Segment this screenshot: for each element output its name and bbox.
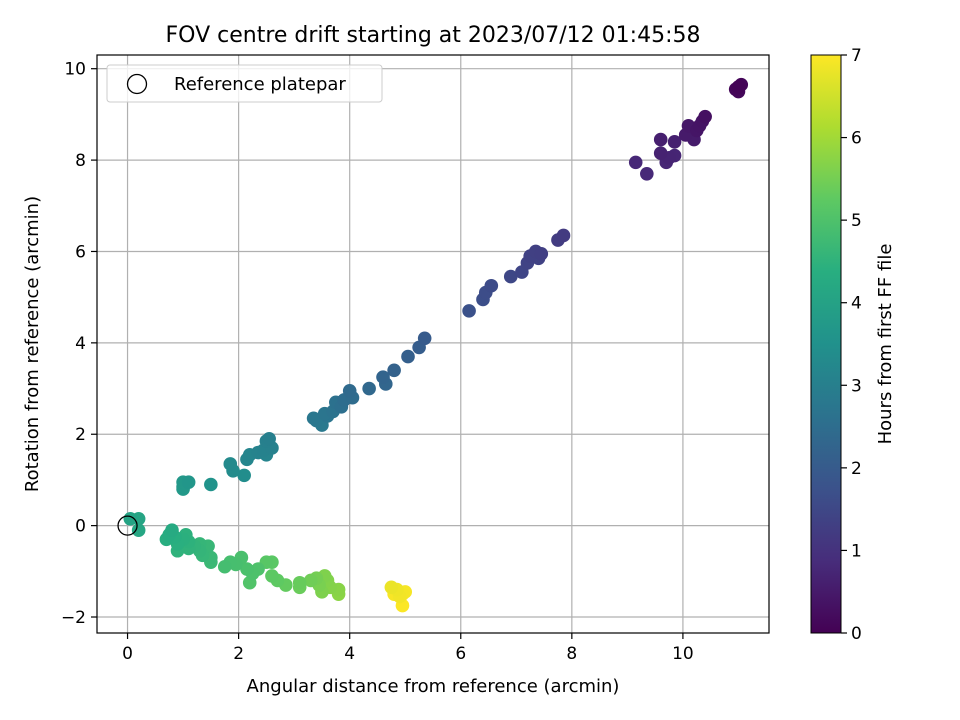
data-point	[503, 269, 518, 284]
data-point	[165, 523, 179, 537]
colorbar-tick-label: 5	[851, 211, 862, 231]
y-tick-label: −2	[61, 608, 86, 628]
y-tick-label: 2	[75, 425, 86, 445]
colorbar-tick-label: 3	[851, 376, 862, 396]
data-points	[117, 77, 749, 613]
colorbar-label: Hours from first FF file	[875, 244, 896, 445]
y-tick-label: 4	[75, 334, 86, 354]
colorbar-tick-label: 1	[851, 541, 862, 561]
data-point	[292, 575, 307, 590]
data-point	[123, 511, 138, 526]
data-point	[417, 331, 432, 346]
colorbar-tick-label: 2	[851, 459, 862, 479]
x-tick-label: 4	[344, 644, 355, 664]
data-point	[667, 135, 682, 149]
legend-entry: Reference platepar	[174, 74, 346, 95]
data-point	[556, 228, 571, 243]
colorbar-tick-label: 0	[851, 624, 862, 644]
data-point	[401, 349, 415, 364]
data-point	[653, 146, 668, 161]
data-point	[387, 363, 401, 378]
grid-lines	[97, 55, 769, 633]
y-tick-label: 8	[75, 151, 86, 171]
x-axis-ticks: 0 2 4 6 8 10	[122, 633, 694, 664]
chart-title: FOV centre drift starting at 2023/07/12 …	[166, 23, 701, 48]
data-point	[237, 468, 251, 483]
data-point	[653, 132, 668, 147]
colorbar-tick-label: 7	[851, 46, 862, 66]
data-point	[204, 477, 218, 492]
colorbar-tick-label: 6	[851, 129, 862, 149]
reference-point-marker	[117, 515, 138, 536]
colorbar-tick-label: 4	[851, 294, 862, 314]
data-point	[462, 304, 476, 318]
x-tick-label: 6	[455, 644, 466, 664]
y-tick-label: 10	[64, 60, 86, 80]
data-point	[181, 475, 196, 490]
legend-box	[106, 64, 383, 103]
legend: Reference platepar	[106, 64, 383, 103]
x-tick-label: 0	[122, 644, 133, 664]
data-point	[640, 166, 654, 181]
data-point	[223, 457, 238, 471]
x-tick-label: 2	[233, 644, 244, 664]
y-axis-ticks: −2 0 2 4 6 8 10	[61, 60, 97, 628]
y-tick-label: 0	[75, 517, 86, 537]
data-point	[731, 80, 746, 94]
data-point	[362, 381, 376, 396]
colorbar: 0 1 2 3 4 5 6 7 Hours from first FF file	[810, 46, 896, 644]
colorbar-gradient	[810, 54, 842, 634]
legend-marker	[126, 73, 148, 95]
data-point	[262, 432, 276, 446]
data-point	[628, 155, 643, 170]
y-axis-label: Rotation from reference (arcmin)	[22, 196, 43, 492]
x-tick-label: 8	[566, 644, 577, 664]
x-tick-label: 10	[672, 644, 694, 664]
data-point	[265, 569, 279, 583]
y-tick-label: 6	[75, 242, 86, 262]
data-point	[376, 370, 390, 384]
data-point	[131, 523, 146, 537]
data-point	[342, 384, 357, 398]
data-point	[304, 573, 318, 588]
x-axis-label: Angular distance from reference (arcmin)	[247, 676, 620, 697]
data-point	[306, 411, 321, 426]
colorbar-ticks: 0 1 2 3 4 5 6 7	[841, 46, 862, 644]
data-point	[698, 109, 712, 124]
data-point	[484, 278, 499, 293]
data-point	[384, 580, 399, 595]
plot-area	[96, 54, 770, 634]
data-point	[534, 246, 549, 261]
data-point	[217, 559, 232, 574]
data-point	[240, 562, 254, 576]
